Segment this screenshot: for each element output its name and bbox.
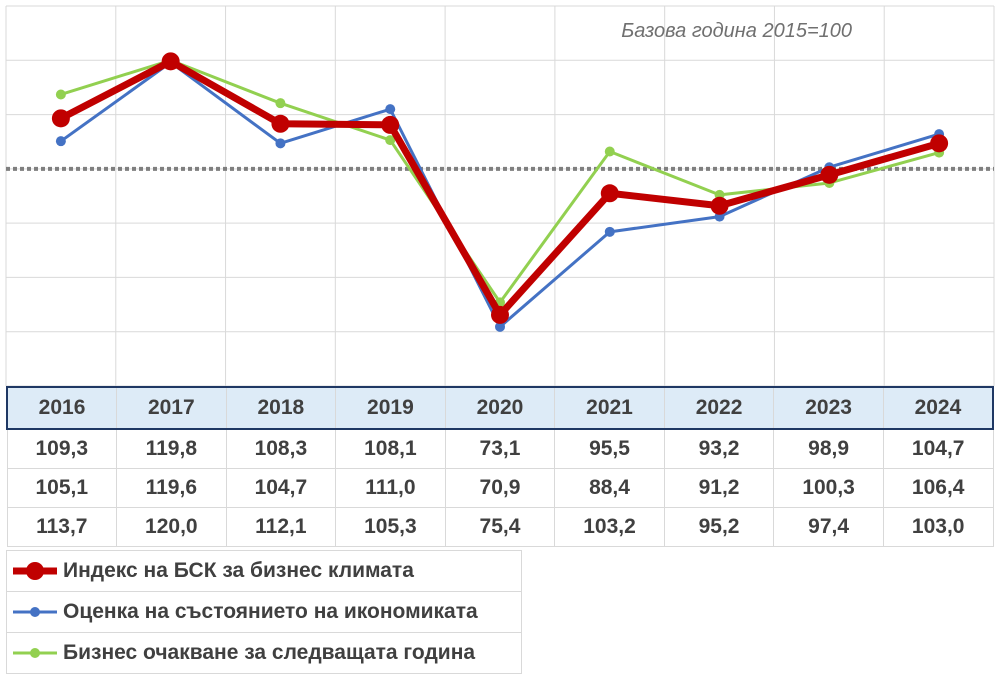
data-point-series-1 — [491, 305, 509, 324]
data-point-series-2 — [55, 136, 66, 147]
table-cell: 106,4 — [882, 468, 994, 508]
table-cell: 97,4 — [773, 507, 884, 547]
legend-item: Оценка на състоянието на икономиката — [6, 592, 522, 633]
legend-label: Оценка на състоянието на икономиката — [63, 600, 478, 623]
table-row: 105,1 119,6 104,7 111,0 70,9 88,4 91,2 100,3 106… — [6, 468, 994, 508]
table-year-header: 2021 — [554, 386, 665, 430]
table-year-header: 2016 — [6, 386, 118, 430]
table-cell: 105,1 — [6, 468, 118, 508]
table-cell: 95,5 — [554, 428, 665, 469]
table-cell: 119,8 — [116, 428, 227, 469]
table-cell: 112,1 — [225, 507, 337, 547]
series-line-2 — [60, 60, 940, 329]
legend: Индекс на БСК за бизнес климата Оценка на… — [6, 550, 522, 674]
table-cell: 93,2 — [663, 428, 775, 469]
legend-marker-icon — [13, 607, 57, 617]
table-cell: 91,2 — [663, 468, 775, 508]
table-header-row: 2016 2017 2018 2019 2020 2021 2022 2023 2024 — [6, 386, 994, 430]
table-cell: 104,7 — [882, 428, 994, 469]
table-cell: 113,7 — [6, 507, 118, 547]
table-year-header: 2022 — [663, 386, 775, 430]
series-line-1 — [59, 57, 941, 319]
table-year-header: 2019 — [335, 386, 446, 430]
table-cell: 109,3 — [6, 428, 118, 469]
legend-item: Бизнес очакване за следващата година — [6, 633, 522, 674]
data-point-series-1 — [271, 114, 290, 133]
base-year-note: Базова година 2015=100 — [621, 20, 852, 42]
table-year-header: 2024 — [882, 386, 994, 430]
plot-area — [5, 5, 995, 387]
data-point-series-3 — [385, 135, 396, 146]
data-point-series-1 — [820, 165, 839, 184]
data-point-series-1 — [710, 196, 729, 215]
data-point-series-1 — [381, 115, 400, 134]
legend-marker-icon — [13, 648, 57, 658]
data-point-series-2 — [495, 321, 505, 332]
table-cell: 95,2 — [663, 507, 775, 547]
legend-label: Индекс на БСК за бизнес климата — [63, 559, 414, 582]
table-cell: 119,6 — [116, 468, 227, 508]
table-cell: 70,9 — [444, 468, 556, 508]
table-cell: 111,0 — [335, 468, 446, 508]
table-year-header: 2023 — [773, 386, 884, 430]
table-cell: 88,4 — [554, 468, 665, 508]
data-point-series-2 — [385, 104, 396, 115]
data-point-series-3 — [604, 146, 615, 157]
table-cell: 105,3 — [335, 507, 446, 547]
table-cell: 100,3 — [773, 468, 884, 508]
data-point-series-1 — [600, 184, 619, 203]
data-point-series-1 — [161, 52, 180, 71]
table-cell: 120,0 — [116, 507, 227, 547]
data-point-series-2 — [275, 138, 286, 149]
legend-marker-icon — [13, 562, 57, 580]
table-row: 113,7 120,0 112,1 105,3 75,4 103,2 95,2 97,4 103… — [6, 507, 994, 547]
table-cell: 104,7 — [225, 468, 337, 508]
table-cell: 98,9 — [773, 428, 884, 469]
table-cell: 75,4 — [444, 507, 556, 547]
data-point-series-1 — [930, 134, 949, 153]
legend-label: Бизнес очакване за следващата година — [63, 641, 476, 664]
table-cell: 73,1 — [444, 428, 556, 469]
legend-item: Индекс на БСК за бизнес климата — [6, 550, 522, 592]
table-cell: 108,3 — [225, 428, 337, 469]
table-cell: 103,2 — [554, 507, 665, 547]
table-year-header: 2017 — [116, 386, 227, 430]
data-table: 2016 2017 2018 2019 2020 2021 2022 2023 2024 109… — [6, 386, 994, 547]
data-point-series-1 — [51, 109, 70, 128]
data-point-series-2 — [604, 226, 615, 237]
table-cell: 108,1 — [335, 428, 446, 469]
table-row: 109,3 119,8 108,3 108,1 73,1 95,5 93,2 98,9 104,… — [6, 428, 994, 469]
table-year-header: 2020 — [444, 386, 556, 430]
data-point-series-3 — [275, 98, 286, 109]
table-year-header: 2018 — [225, 386, 337, 430]
table-cell: 103,0 — [882, 507, 994, 547]
data-point-series-3 — [55, 89, 66, 100]
